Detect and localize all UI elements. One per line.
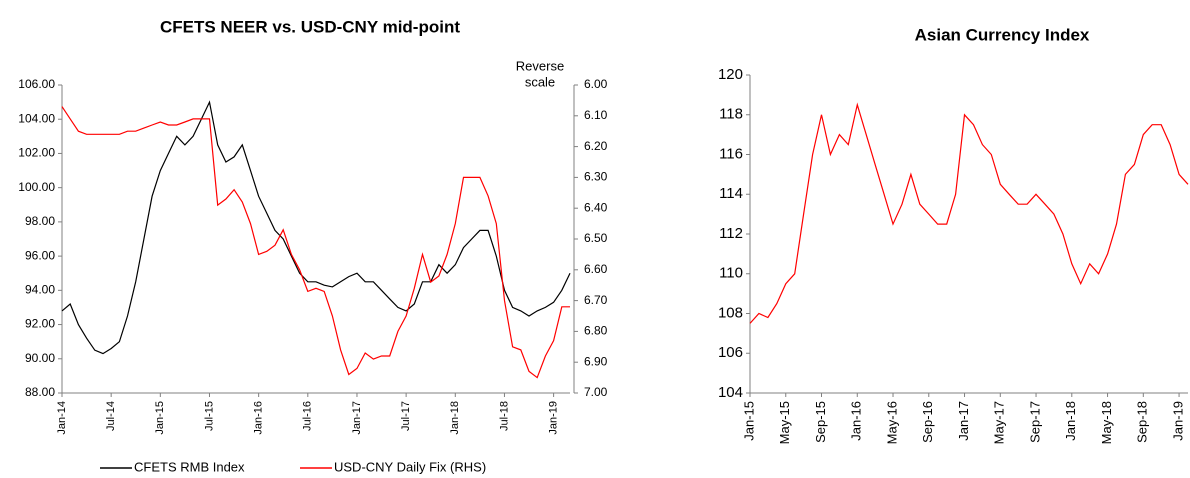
y-tick-label: 88.00 [25,385,55,399]
annotation: Reverse [516,58,564,73]
y-tick-label: 104 [718,384,743,401]
x-tick-label: Sep-15 [813,401,828,443]
x-tick-label: Jul-18 [498,401,510,431]
y2-tick-label: 6.30 [584,170,608,184]
x-tick-label: Jan-14 [56,401,68,435]
x-tick-label: Jan-18 [449,401,461,435]
y-tick-label: 92.00 [25,317,55,331]
x-tick-label: Jan-18 [1063,401,1078,441]
legend-label: USD-CNY Daily Fix (RHS) [334,459,486,474]
x-tick-label: Jan-19 [1170,401,1185,441]
y-tick-label: 116 [719,145,743,162]
x-tick-label: Jul-16 [302,401,314,431]
x-tick-label: Jan-19 [548,401,560,435]
y2-tick-label: 6.40 [584,200,608,214]
line-series [61,106,570,379]
x-tick-label: Jul-14 [105,401,117,431]
y-tick-label: 118 [719,106,743,123]
x-tick-label: Sep-17 [1027,401,1042,443]
y-tick-label: 106 [718,344,743,361]
y-tick-label: 96.00 [25,248,55,262]
y-tick-label: 112 [719,225,743,242]
y2-tick-label: 6.20 [584,139,608,153]
y-tick-label: 100.00 [18,180,55,194]
y2-tick-label: 6.80 [584,324,608,338]
annotation: scale [525,74,555,89]
x-tick-label: Jan-16 [253,401,265,435]
y-tick-label: 104.00 [18,111,55,125]
y-tick-label: 102.00 [18,146,55,160]
x-tick-label: May-15 [777,401,792,444]
x-tick-label: Jan-16 [849,401,864,441]
line-series [61,100,571,355]
y2-tick-label: 6.60 [584,262,608,276]
x-tick-label: Jul-17 [400,401,412,431]
y-tick-label: 114 [719,185,743,202]
x-tick-label: May-16 [884,401,899,444]
x-tick-label: Jan-17 [956,401,971,441]
x-tick-label: Jan-15 [154,401,166,435]
line-series [749,102,1189,324]
y2-tick-label: 6.70 [584,293,608,307]
y-tick-label: 120 [718,66,743,83]
x-tick-label: Jul-15 [203,401,215,431]
y-tick-label: 90.00 [25,351,55,365]
y2-tick-label: 6.00 [584,77,608,91]
y2-tick-label: 6.50 [584,231,608,245]
x-tick-label: Sep-16 [920,401,935,443]
chart-title: CFETS NEER vs. USD-CNY mid-point [160,17,460,36]
x-tick-label: Sep-18 [1135,401,1150,443]
y-tick-label: 106.00 [18,77,55,91]
x-tick-label: May-18 [1099,401,1114,444]
x-tick-label: Jan-17 [351,401,363,435]
x-tick-label: Jan-15 [741,401,756,441]
chart-title: Asian Currency Index [915,25,1090,44]
y2-tick-label: 6.90 [584,354,608,368]
y-tick-label: 108 [718,304,743,321]
legend-label: CFETS RMB Index [134,459,245,474]
y2-tick-label: 7.00 [584,385,608,399]
y-tick-label: 110 [719,265,743,282]
x-tick-label: May-17 [992,401,1007,444]
y-tick-label: 98.00 [25,214,55,228]
y2-tick-label: 6.10 [584,108,608,122]
y-tick-label: 94.00 [25,283,55,297]
